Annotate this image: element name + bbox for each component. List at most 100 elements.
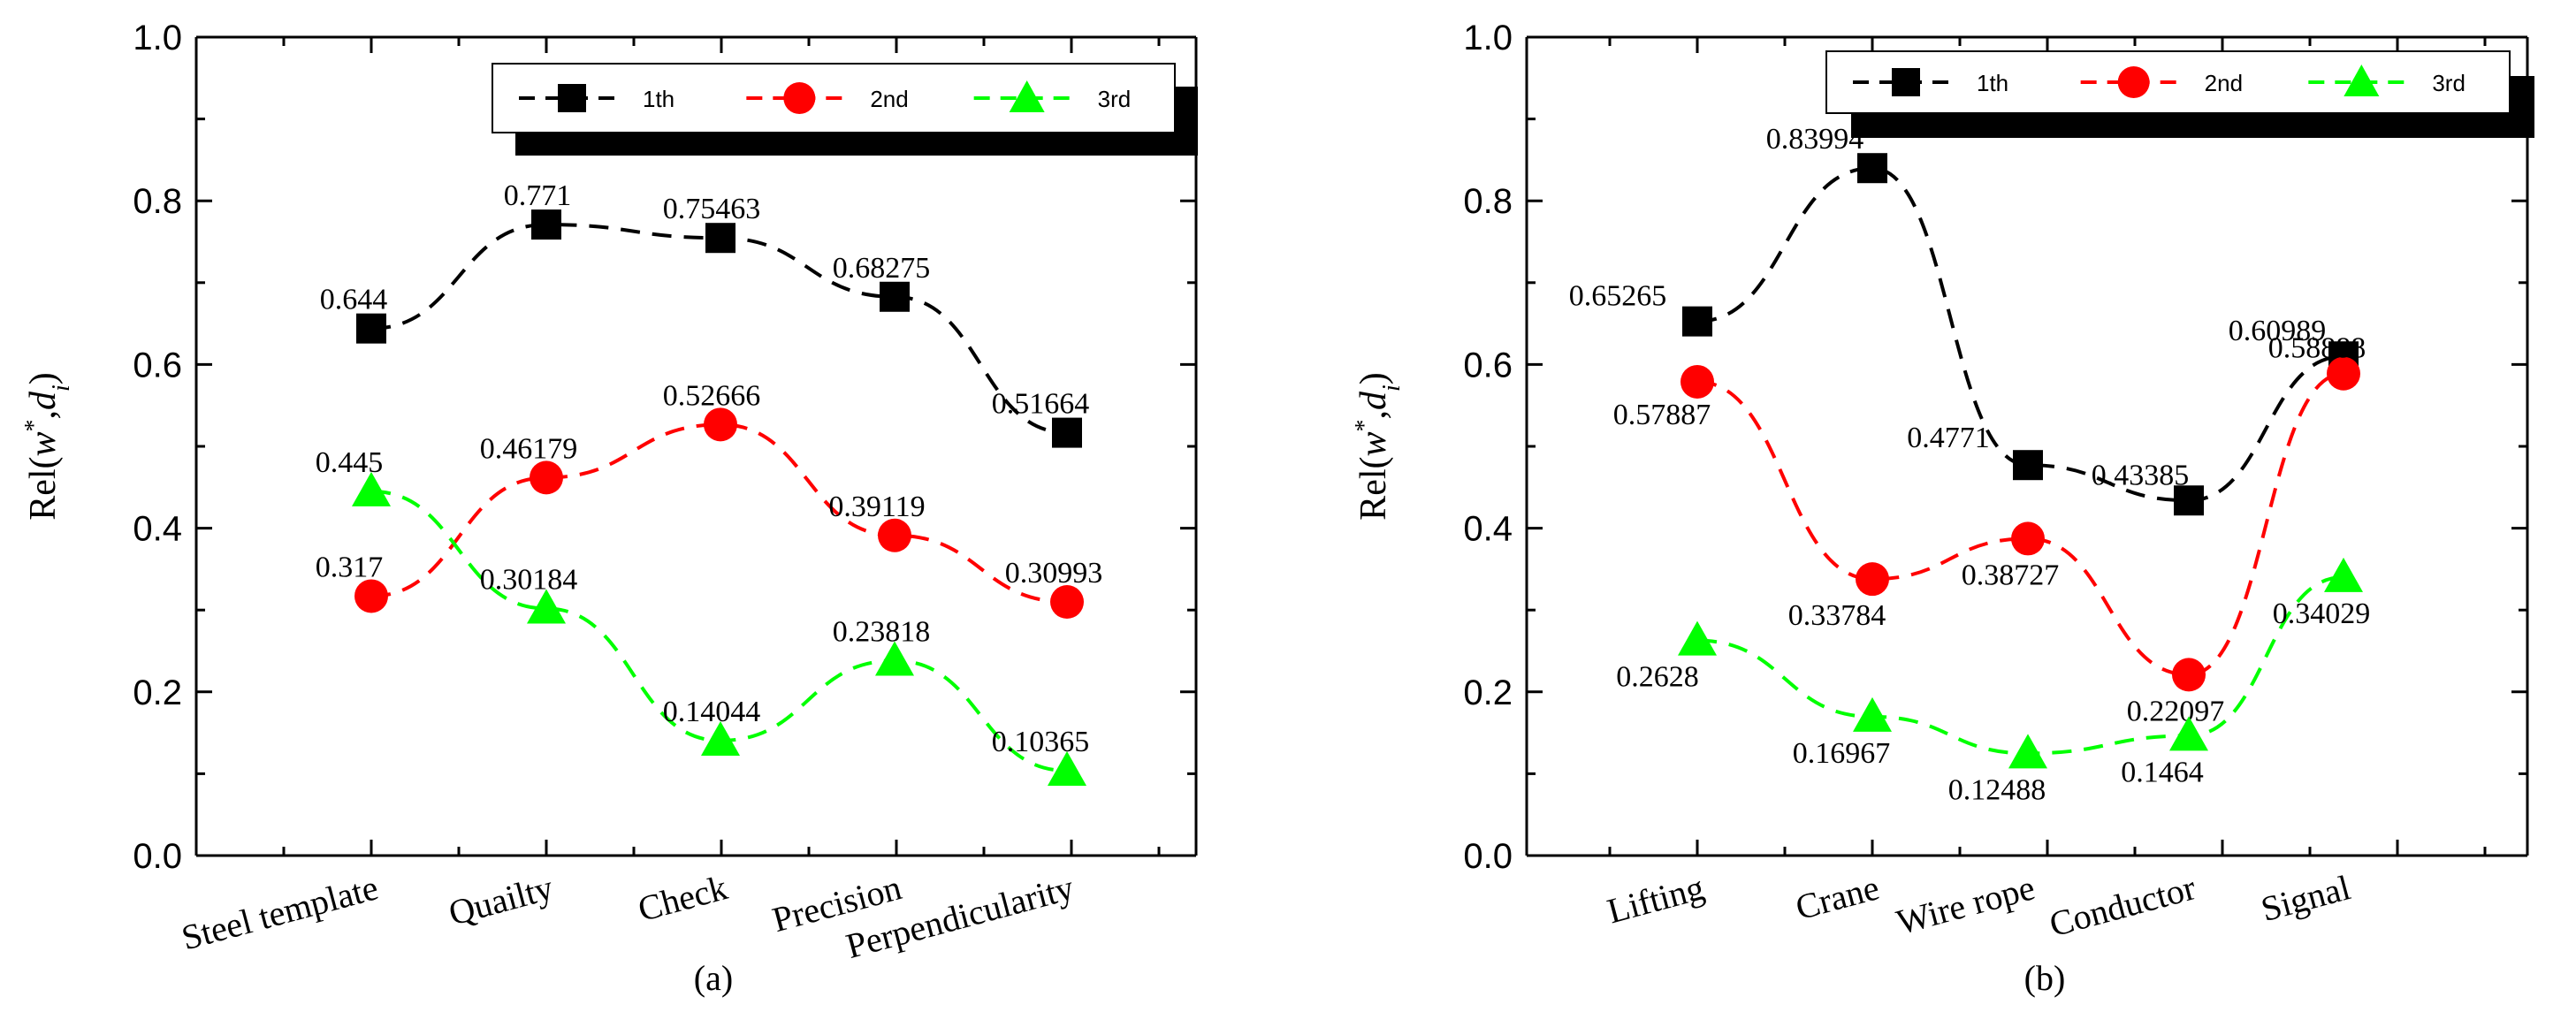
data-label-2nd: 0.317	[316, 551, 384, 583]
y-axis-title-part: w	[23, 431, 64, 456]
chart-panel-1: 0.0 0.2 0.4 0.6 0.8 1.0 Lifting Crane Wire rope C…	[1351, 19, 2534, 998]
point-1th	[1052, 417, 1082, 448]
panel-label: (b)	[2024, 958, 2066, 998]
legend-label-3rd: 3rd	[2432, 70, 2465, 96]
point-2nd	[1856, 562, 1889, 597]
point-1th	[880, 281, 910, 312]
y-tick-label: 0.8	[133, 182, 182, 221]
data-label-1th: 0.75463	[663, 193, 761, 225]
data-label-1th: 0.644	[320, 284, 388, 316]
category-label: Check	[634, 867, 731, 929]
point-1th	[1857, 153, 1887, 184]
y-axis-title-part: Rel(	[1353, 456, 1394, 520]
y-axis-title-part: Rel(	[23, 456, 64, 520]
category-label: Steel template	[178, 867, 383, 957]
point-1th	[1682, 306, 1712, 337]
y-axis-title-part: *	[20, 419, 48, 431]
data-label-2nd: 0.52666	[663, 379, 761, 412]
panel-label: (a)	[694, 958, 733, 998]
series-line-2nd	[1696, 371, 2344, 677]
data-label-2nd: 0.39119	[828, 491, 925, 523]
series-line-2nd	[370, 422, 1068, 605]
point-3rd	[1048, 751, 1086, 787]
series-line-1th	[1696, 166, 2344, 503]
legend-label-2nd: 2nd	[2205, 70, 2243, 96]
y-axis-title-part: i	[48, 384, 75, 392]
legend-marker-square	[1892, 68, 1920, 96]
point-1th	[705, 223, 735, 254]
y-tick-label: 0.4	[1463, 510, 1513, 549]
chart-panel-0: 0.0 0.2 0.4 0.6 0.8 1.0 Steel template Quailty C…	[20, 19, 1198, 998]
point-2nd	[2172, 658, 2206, 692]
y-axis-title-part: ,	[1353, 410, 1394, 420]
legend-marker-triangle	[2344, 65, 2380, 96]
y-axis-title: Rel(w*,di)	[1351, 372, 1406, 521]
data-label-3rd: 0.2628	[1616, 661, 1699, 694]
point-3rd	[2008, 734, 2047, 769]
point-1th	[356, 313, 386, 344]
point-2nd	[878, 518, 911, 552]
legend-marker-circle	[783, 82, 816, 114]
category-label: Conductor	[2046, 867, 2200, 944]
y-tick-label: 0.8	[1463, 182, 1513, 221]
point-3rd	[701, 720, 740, 756]
y-axis-title-part: ,	[23, 410, 64, 420]
point-3rd	[1853, 696, 1892, 732]
y-tick-label: 0.0	[133, 837, 182, 876]
data-label-1th: 0.68275	[833, 252, 931, 285]
legend-label-1th: 1th	[1977, 70, 2008, 96]
data-label-2nd: 0.46179	[480, 432, 578, 465]
y-tick-label: 0.4	[133, 510, 182, 549]
legend-marker-circle	[2117, 66, 2150, 98]
point-3rd	[875, 641, 914, 676]
y-axis-title: Rel(w*,di)	[20, 372, 75, 521]
data-label-3rd: 0.23818	[833, 615, 931, 648]
data-label-1th: 0.771	[504, 179, 572, 212]
data-label-2nd: 0.57887	[1613, 399, 1711, 431]
y-axis-title-part: )	[1353, 372, 1394, 384]
data-label-3rd: 0.10365	[992, 726, 1090, 758]
legend-label-2nd: 2nd	[870, 86, 908, 112]
data-label-3rd: 0.34029	[2273, 597, 2371, 630]
y-tick-label: 1.0	[1463, 19, 1513, 57]
data-label-2nd: 0.22097	[2127, 695, 2225, 727]
point-1th	[2174, 485, 2204, 516]
data-label-2nd: 0.38727	[1962, 559, 2060, 591]
data-label-1th: 0.4771	[1907, 422, 1990, 454]
point-3rd	[2324, 557, 2363, 592]
y-axis-title-part: w	[1353, 431, 1394, 456]
data-label-3rd: 0.30184	[480, 563, 578, 596]
point-2nd	[1680, 364, 1714, 399]
y-tick-label: 0.6	[133, 346, 182, 384]
category-label: Signal	[2257, 867, 2354, 929]
data-label-3rd: 0.14044	[663, 696, 761, 728]
data-label-1th: 0.51664	[992, 388, 1090, 421]
data-label-3rd: 0.12488	[1948, 773, 2046, 806]
y-axis-title-part: d	[23, 391, 64, 410]
data-label-3rd: 0.445	[316, 446, 384, 479]
data-label-2nd: 0.58888	[2268, 332, 2366, 365]
legend-label-3rd: 3rd	[1098, 86, 1132, 112]
category-label: Crane	[1791, 867, 1883, 927]
category-label: Quailty	[445, 867, 558, 933]
series-line-3rd	[370, 489, 1068, 773]
y-axis-title-part: i	[1378, 384, 1406, 392]
point-2nd	[2327, 356, 2360, 391]
data-label-1th: 0.43385	[2092, 459, 2190, 491]
point-3rd	[352, 471, 391, 506]
y-axis-title-part: )	[23, 372, 64, 384]
point-1th	[2013, 450, 2043, 481]
data-label-1th: 0.65265	[1569, 280, 1667, 313]
point-2nd	[530, 460, 563, 495]
data-label-3rd: 0.1464	[2121, 756, 2204, 788]
y-tick-label: 1.0	[133, 19, 182, 57]
data-label-2nd: 0.33784	[1788, 599, 1886, 632]
legend-label-1th: 1th	[643, 86, 674, 112]
point-2nd	[704, 407, 737, 442]
point-1th	[531, 209, 561, 240]
y-axis-title-part: *	[1351, 419, 1378, 431]
data-label-1th: 0.60989	[2229, 315, 2327, 347]
category-label: Lifting	[1603, 867, 1708, 931]
y-axis-title-part: d	[1353, 391, 1394, 410]
